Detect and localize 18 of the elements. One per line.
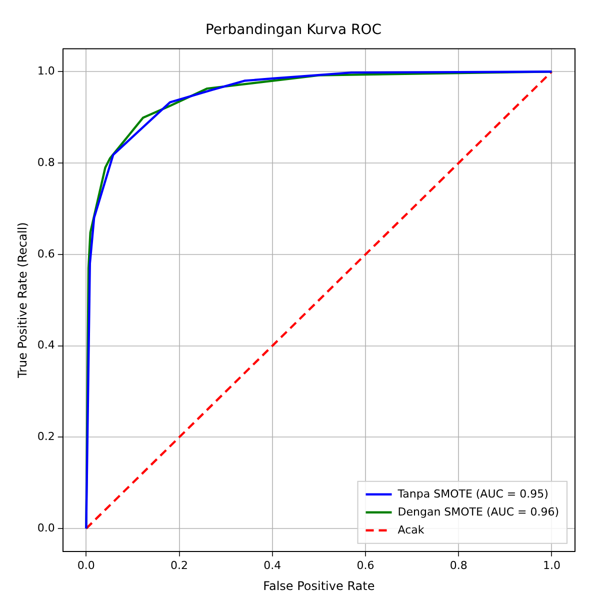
y-tick-label: 0.4	[37, 338, 55, 352]
y-tick-label: 1.0	[37, 64, 55, 78]
y-tick-label: 0.2	[37, 430, 55, 444]
y-tick-label: 0.8	[37, 156, 55, 169]
y-tick-label: 0.6	[37, 247, 55, 260]
legend-label: Acak	[398, 523, 425, 536]
x-tick-label: 1.0	[542, 558, 560, 572]
chart-title: Perbandingan Kurva ROC	[205, 22, 382, 38]
y-tick-label: 0.0	[37, 521, 55, 534]
x-tick-label: 0.0	[77, 558, 95, 572]
x-tick-label: 0.4	[264, 558, 282, 572]
x-tick-label: 0.6	[356, 558, 374, 572]
x-tick-label: 0.2	[170, 558, 188, 572]
legend-label: Dengan SMOTE (AUC = 0.96)	[398, 505, 560, 518]
x-axis-title: False Positive Rate	[263, 578, 375, 593]
legend-label: Tanpa SMOTE (AUC = 0.95)	[396, 487, 548, 500]
x-tick-label: 0.8	[450, 558, 468, 572]
y-axis-title: True Positive Rate (Recall)	[15, 222, 30, 380]
